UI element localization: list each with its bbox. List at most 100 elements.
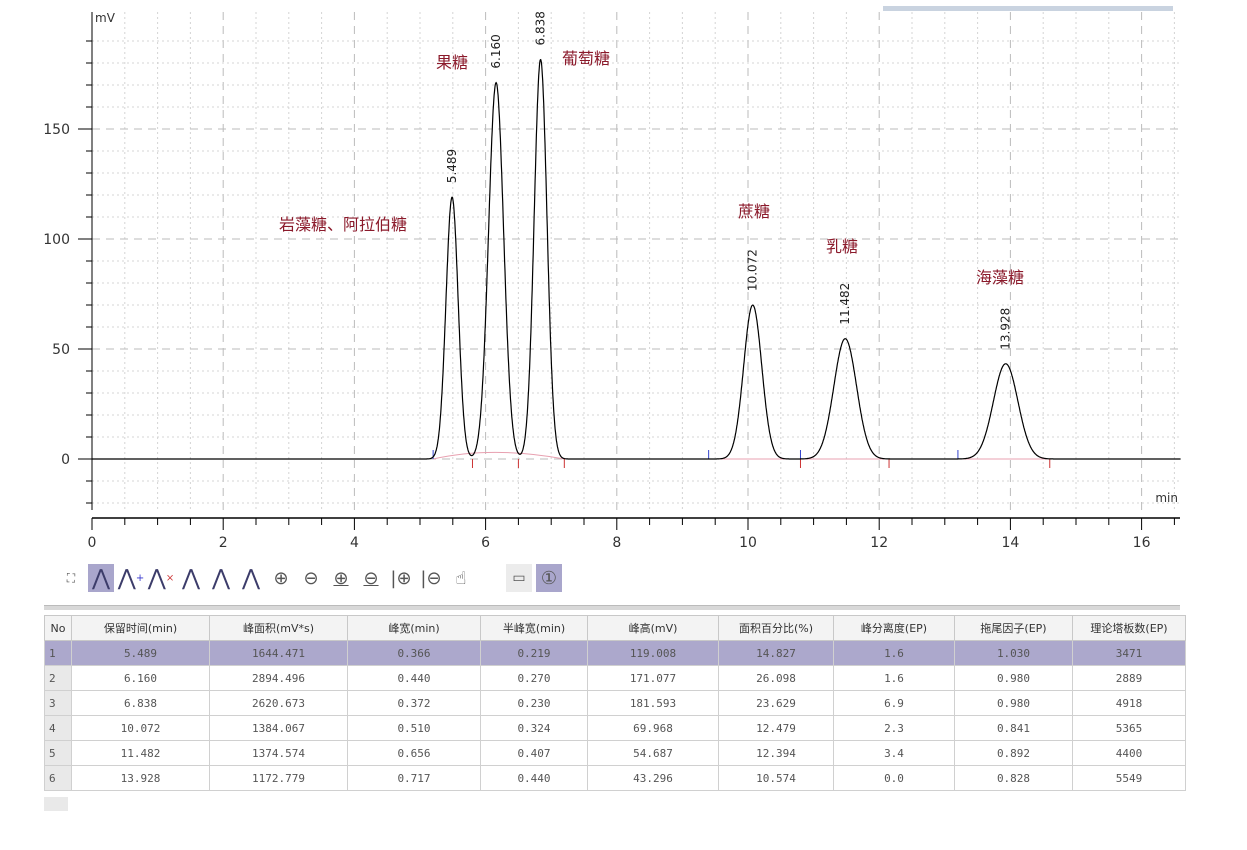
table-cell: 4 [44,715,72,741]
table-cell: 0.980 [954,690,1073,716]
table-cell: 0.656 [347,740,481,766]
column-header[interactable]: 峰宽(min) [347,615,481,641]
column-header[interactable]: 保留时间(min) [71,615,210,641]
table-cell: 2889 [1072,665,1186,691]
peak-rt-label: 11.482 [838,283,852,325]
x-tick-label: 16 [1133,535,1151,551]
add-peak-icon[interactable]: ⋀ + [117,565,145,591]
table-cell: 1172.779 [209,765,348,791]
table-cell: 0.828 [954,765,1073,791]
ruler-icon[interactable]: ▭ [506,564,532,592]
table-cell: 0.407 [480,740,588,766]
column-header[interactable]: No [44,615,72,641]
info-icon[interactable]: ① [536,564,562,592]
fit-view-icon[interactable]: ⛶ [66,570,76,585]
table-cell: 0.510 [347,715,481,741]
table-cell: 5365 [1072,715,1186,741]
table-cell: 2.3 [833,715,955,741]
x-tick-label: 2 [219,535,228,551]
table-cell: 119.008 [587,640,719,666]
panel-edge [883,6,1173,11]
table-row[interactable]: 1 5.489 1644.471 0.366 0.219 119.008 14.827 1.6… [44,640,1186,666]
table-cell: 2894.496 [209,665,348,691]
column-header[interactable]: 拖尾因子(EP) [954,615,1073,641]
table-cell: 0.440 [347,665,481,691]
table-cell: 1.6 [833,665,955,691]
splitter[interactable] [44,605,1180,610]
baseline-segment [433,451,565,460]
table-cell: 4400 [1072,740,1186,766]
table-cell: 54.687 [587,740,719,766]
table-cell: 2620.673 [209,690,348,716]
table-cell: 5 [44,740,72,766]
column-header[interactable]: 半峰宽(min) [480,615,588,641]
table-cell: 0.980 [954,665,1073,691]
table-row-header-stub [44,797,68,811]
table-cell: 11.482 [71,740,210,766]
compound-name-label: 果糖 [436,53,468,72]
compound-name-label: 蔗糖 [738,202,770,221]
column-header[interactable]: 峰分离度(EP) [833,615,955,641]
table-cell: 0.230 [480,690,588,716]
zoom-in-y-icon[interactable]: ⊕ [333,567,349,589]
delete-peak-icon[interactable]: ⋀ × [147,565,175,591]
table-cell: 1644.471 [209,640,348,666]
manual-integration-icon[interactable]: ⋀ [241,565,261,591]
table-cell: 1374.574 [209,740,348,766]
table-cell: 1.6 [833,640,955,666]
table-cell: 6.838 [71,690,210,716]
table-cell: 2 [44,665,72,691]
table-cell: 6.9 [833,690,955,716]
zoom-out-icon[interactable]: ⊖ [303,567,319,589]
column-header[interactable]: 理论塔板数(EP) [1072,615,1186,641]
table-row[interactable]: 3 6.838 2620.673 0.372 0.230 181.593 23.629 6.9… [44,690,1186,716]
zoom-in-icon[interactable]: ⊕ [273,567,289,589]
table-cell: 0.372 [347,690,481,716]
y-tick-label: 100 [43,232,70,248]
x-tick-label: 10 [739,535,757,551]
table-cell: 13.928 [71,765,210,791]
y-axis-label: mV [95,11,116,25]
peak-icon[interactable]: ⋀ [88,564,114,592]
table-cell: 0.366 [347,640,481,666]
table-cell: 26.098 [718,665,834,691]
table-cell: 0.0 [833,765,955,791]
table-cell: 3471 [1072,640,1186,666]
table-cell: 12.479 [718,715,834,741]
x-axis-label: min [1155,491,1178,505]
table-cell: 69.968 [587,715,719,741]
zoom-out-y-icon[interactable]: ⊖ [363,567,379,589]
chromatogram-chart[interactable]: 0 50 100 150 mV min 0 2 4 6 8 10 12 14 16 5.489 岩藻糖、阿拉伯糖… [0,0,1247,560]
peak-rt-label: 6.160 [489,34,503,68]
table-row[interactable]: 5 11.482 1374.574 0.656 0.407 54.687 12.394 3.4… [44,740,1186,766]
column-header[interactable]: 峰面积(mV*s) [209,615,348,641]
table-cell: 181.593 [587,690,719,716]
table-cell: 0.324 [480,715,588,741]
table-cell: 0.841 [954,715,1073,741]
peak-rt-label: 10.072 [746,249,760,291]
table-cell: 0.270 [480,665,588,691]
split-peak-icon[interactable]: ⋀ [181,565,201,591]
table-cell: 1.030 [954,640,1073,666]
compound-name-label: 岩藻糖、阿拉伯糖 [279,215,407,234]
table-cell: 0.219 [480,640,588,666]
zoom-out-x-icon[interactable]: |⊖ [420,567,442,589]
x-tick-label: 4 [350,535,359,551]
baseline-icon[interactable]: ⋀ [211,565,231,591]
table-row[interactable]: 4 10.072 1384.067 0.510 0.324 69.968 12.479 2.3… [44,715,1186,741]
peak-rt-label: 13.928 [999,308,1013,350]
table-row[interactable]: 6 13.928 1172.779 0.717 0.440 43.296 10.574 0.0… [44,765,1186,791]
table-cell: 10.574 [718,765,834,791]
column-header[interactable]: 面积百分比(%) [718,615,834,641]
table-cell: 23.629 [718,690,834,716]
table-cell: 1 [44,640,72,666]
peak-results-table: No 保留时间(min) 峰面积(mV*s) 峰宽(min) 半峰宽(min) 峰高(mV… [44,615,1186,791]
table-cell: 5549 [1072,765,1186,791]
pan-hand-icon[interactable]: ☝ [455,567,467,589]
table-cell: 3 [44,690,72,716]
zoom-in-x-icon[interactable]: |⊕ [390,567,412,589]
column-header[interactable]: 峰高(mV) [587,615,719,641]
table-cell: 6.160 [71,665,210,691]
table-row[interactable]: 2 6.160 2894.496 0.440 0.270 171.077 26.098 1.6… [44,665,1186,691]
y-tick-label: 0 [61,452,70,468]
